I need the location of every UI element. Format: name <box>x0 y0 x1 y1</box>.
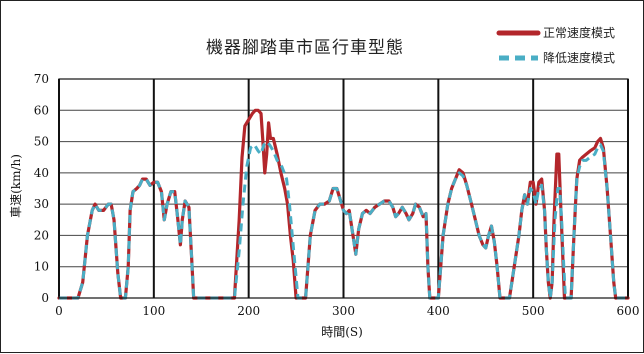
y-tick-label: 70 <box>34 72 49 86</box>
x-tick-label: 300 <box>332 304 355 318</box>
y-tick-label: 50 <box>34 135 49 149</box>
x-axis-title: 時間(S) <box>321 325 363 339</box>
y-tick-label: 30 <box>34 197 49 211</box>
x-tick-label: 500 <box>522 304 545 318</box>
legend-item-reduced: 降低速度模式 <box>499 50 615 65</box>
series-line-reduced <box>59 140 628 300</box>
x-tick-label: 0 <box>55 304 63 318</box>
y-tick-label: 40 <box>34 166 49 180</box>
x-tick-label: 200 <box>237 304 260 318</box>
axes <box>58 78 629 299</box>
y-tick-label: 60 <box>34 103 49 117</box>
x-tick-label: 100 <box>142 304 165 318</box>
y-tick-label: 20 <box>34 228 49 242</box>
legend: 正常速度模式 降低速度模式 <box>496 25 615 65</box>
chart-title: 機器腳踏車市區行車型態 <box>206 38 404 58</box>
legend-label-reduced: 降低速度模式 <box>543 50 615 65</box>
tick-labels: 0 100 200 300 400 500 600 0 10 20 30 40 50 60 70 <box>34 72 640 318</box>
y-tick-label: 10 <box>34 260 49 274</box>
y-axis-title: 車速(km/h) <box>9 154 23 218</box>
plot-area-border <box>58 78 629 299</box>
legend-label-normal: 正常速度模式 <box>543 25 615 40</box>
series-lines <box>57 108 630 300</box>
x-tick-label: 400 <box>427 304 450 318</box>
legend-item-normal: 正常速度模式 <box>496 25 615 40</box>
y-tick-label: 0 <box>41 291 49 305</box>
x-tick-label: 600 <box>617 304 640 318</box>
